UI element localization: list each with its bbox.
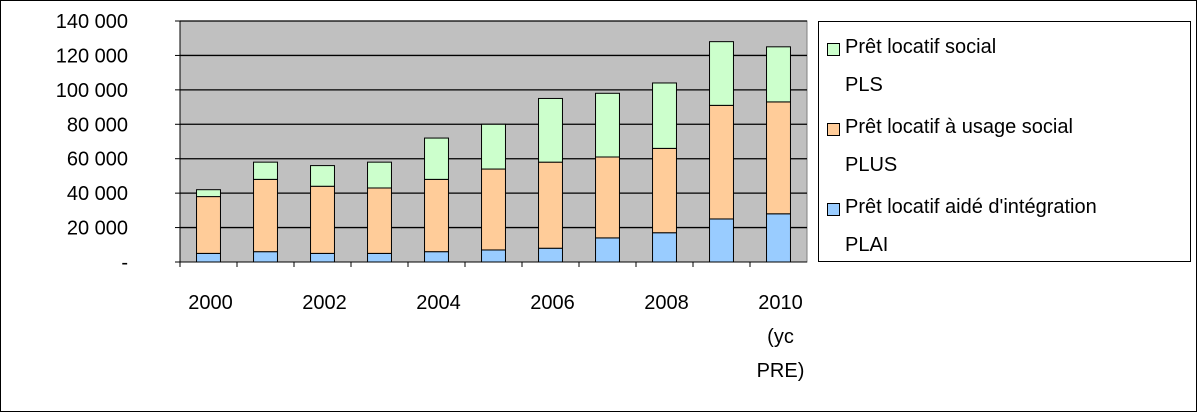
bar-segment-plus bbox=[424, 178, 449, 253]
bar-segment-plai bbox=[766, 213, 791, 263]
legend-swatch bbox=[827, 203, 840, 216]
bar-segment-plus bbox=[310, 185, 335, 254]
bar-segment-pls bbox=[766, 46, 791, 103]
bar-segment-plus bbox=[538, 161, 563, 249]
bar-segment-plai bbox=[538, 247, 563, 263]
y-tick-label: 20 000 bbox=[67, 218, 128, 240]
x-tick-label: 2008 bbox=[644, 292, 689, 314]
x-tick-label: 2006 bbox=[530, 292, 575, 314]
legend-label: Prêt locatif social PLS bbox=[845, 36, 997, 96]
bar-segment-pls bbox=[367, 161, 392, 189]
x-tick-label: 2000 bbox=[188, 292, 233, 314]
bar-segment-pls bbox=[253, 161, 278, 180]
y-tick-label: 80 000 bbox=[67, 114, 128, 136]
bar-segment-plus bbox=[367, 187, 392, 254]
legend-swatch bbox=[827, 123, 840, 136]
bar-segment-plus bbox=[595, 156, 620, 239]
bar-segment-plai bbox=[196, 252, 221, 263]
x-tick-label: 2002 bbox=[302, 292, 347, 314]
bar-segment-pls bbox=[310, 165, 335, 187]
y-tick-label: 100 000 bbox=[56, 80, 128, 102]
y-tick-label: - bbox=[121, 252, 128, 274]
x-tick-label: (yc bbox=[767, 326, 794, 348]
bar-segment-pls bbox=[481, 123, 506, 170]
bar-segment-pls bbox=[595, 92, 620, 158]
legend-label: Prêt locatif aidé d'intégration PLAI bbox=[845, 196, 1097, 256]
bar-segment-plai bbox=[367, 252, 392, 263]
legend: Prêt locatif social PLS Prêt locatif à usa… bbox=[818, 21, 1191, 262]
y-tick-label: 60 000 bbox=[67, 149, 128, 171]
bar-segment-plai bbox=[481, 249, 506, 263]
bar-segment-plus bbox=[481, 168, 506, 251]
y-tick-label: 120 000 bbox=[56, 45, 128, 67]
bar-segment-plai bbox=[652, 232, 677, 263]
bar-segment-plus bbox=[652, 147, 677, 234]
bar-segment-pls bbox=[538, 97, 563, 163]
x-tick-label: 2010 bbox=[758, 292, 803, 314]
bar-segment-plus bbox=[709, 104, 734, 220]
bar-segment-plai bbox=[595, 237, 620, 263]
bar-segment-pls bbox=[652, 82, 677, 149]
bar-segment-plai bbox=[709, 218, 734, 263]
bar-segment-pls bbox=[196, 189, 221, 198]
bar-segment-pls bbox=[424, 137, 449, 180]
bar-segment-pls bbox=[709, 41, 734, 106]
legend-swatch bbox=[827, 43, 840, 56]
bar-segment-plai bbox=[310, 252, 335, 263]
y-tick-label: 40 000 bbox=[67, 183, 128, 205]
x-tick-label: PRE) bbox=[757, 360, 805, 382]
legend-label: Prêt locatif à usage social PLUS bbox=[845, 116, 1073, 176]
bar-segment-plai bbox=[424, 251, 449, 263]
y-tick-label: 140 000 bbox=[56, 11, 128, 33]
bar-segment-plus bbox=[253, 178, 278, 253]
bar-segment-plus bbox=[766, 101, 791, 215]
x-tick-label: 2004 bbox=[416, 292, 461, 314]
bar-segment-plai bbox=[253, 251, 278, 263]
bar-segment-plus bbox=[196, 196, 221, 254]
